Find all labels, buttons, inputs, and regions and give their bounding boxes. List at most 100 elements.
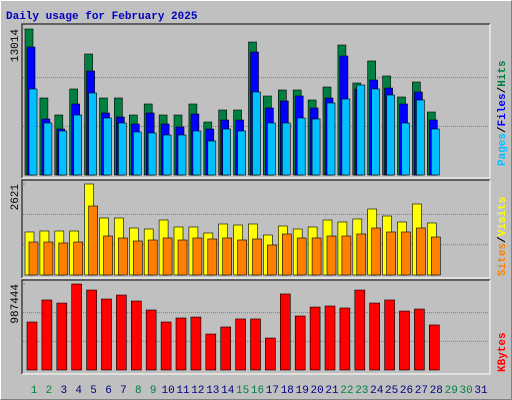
y-tick-label: 2621: [10, 184, 22, 211]
bar: [162, 134, 172, 176]
bar: [252, 238, 262, 276]
legend-entry: Sites: [497, 243, 509, 276]
legend: Sites/Visits: [497, 197, 509, 276]
x-tick-label: 26: [400, 385, 413, 397]
bar: [386, 231, 396, 276]
x-tick-label: 18: [281, 385, 294, 397]
bar: [281, 233, 292, 276]
x-tick-label: 6: [105, 385, 112, 397]
x-tick-label: 27: [415, 385, 428, 397]
bar: [401, 231, 411, 276]
x-tick-label: 9: [150, 385, 157, 397]
x-tick-label: 11: [176, 385, 190, 397]
bar: [311, 118, 321, 176]
legend-separator: /: [497, 86, 509, 93]
y-tick-label: 987444: [10, 284, 22, 324]
bar: [296, 237, 307, 276]
bar: [220, 326, 231, 371]
bar: [103, 117, 112, 176]
x-tick-label: 30: [459, 385, 472, 397]
bar: [160, 321, 172, 371]
x-tick-label: 23: [355, 385, 368, 397]
bar: [118, 122, 127, 176]
bar: [26, 321, 38, 371]
bar: [326, 235, 337, 276]
bar: [252, 91, 261, 176]
bar: [192, 237, 203, 276]
bar: [103, 235, 113, 276]
bar: [265, 337, 276, 371]
bar: [267, 244, 277, 276]
bar: [250, 318, 261, 371]
bar: [414, 308, 425, 371]
x-tick-label: 28: [430, 385, 443, 397]
x-tick-label: 1: [31, 385, 38, 397]
x-tick-label: 2: [46, 385, 53, 397]
legend-entry: Files: [497, 93, 509, 126]
chart-title: Daily usage for February 2025: [6, 11, 198, 23]
bar: [190, 316, 202, 371]
x-tick-label: 8: [135, 385, 142, 397]
bar: [205, 333, 217, 371]
bar: [237, 130, 246, 176]
bar: [41, 299, 53, 371]
bar: [416, 227, 426, 276]
bar: [386, 94, 395, 176]
bar: [58, 242, 69, 276]
x-tick-label: 31: [474, 385, 488, 397]
bar: [28, 88, 38, 176]
x-tick-label: 4: [75, 385, 82, 397]
bar: [326, 102, 336, 176]
bar: [430, 128, 440, 176]
x-tick-label: 7: [120, 385, 127, 397]
bar: [147, 132, 157, 176]
x-tick-label: 21: [325, 385, 339, 397]
bar: [131, 300, 142, 371]
bar: [267, 122, 276, 176]
y-tick-label: 13014: [10, 29, 22, 62]
bar: [339, 307, 351, 371]
panel-edge-light: [22, 280, 491, 375]
bar: [175, 317, 187, 371]
bar: [162, 237, 173, 276]
x-tick-label: 17: [266, 385, 279, 397]
bar: [133, 240, 143, 276]
bar: [192, 130, 202, 176]
bar: [116, 294, 127, 371]
legend-separator: /: [497, 126, 509, 133]
bar: [177, 239, 188, 276]
bar: [294, 315, 306, 371]
bar: [399, 310, 410, 371]
bar: [369, 302, 381, 371]
bar: [356, 233, 367, 276]
legend-entry: Pages: [497, 133, 509, 166]
bar: [177, 134, 187, 176]
bar: [43, 122, 53, 176]
panel-edge-light: [22, 24, 491, 179]
bar: [311, 237, 322, 276]
legend-entry: KBytes: [497, 332, 509, 372]
bar: [222, 237, 232, 276]
bar: [384, 299, 395, 371]
bar: [43, 241, 54, 276]
bar: [354, 289, 366, 371]
bar: [145, 309, 157, 371]
x-tick-label: 12: [191, 385, 204, 397]
bar: [430, 236, 441, 276]
x-tick-label: 15: [236, 385, 249, 397]
bar: [235, 318, 246, 371]
bar: [222, 128, 231, 176]
legend-entry: Hits: [497, 60, 509, 86]
bar: [416, 99, 425, 176]
bar: [309, 306, 321, 371]
bar: [73, 241, 83, 276]
bar: [86, 289, 97, 371]
x-tick-label: 20: [310, 385, 323, 397]
bar: [324, 305, 336, 371]
bar: [73, 114, 82, 176]
bar: [371, 88, 381, 176]
x-tick-label: 10: [161, 385, 174, 397]
x-tick-label: 22: [340, 385, 353, 397]
